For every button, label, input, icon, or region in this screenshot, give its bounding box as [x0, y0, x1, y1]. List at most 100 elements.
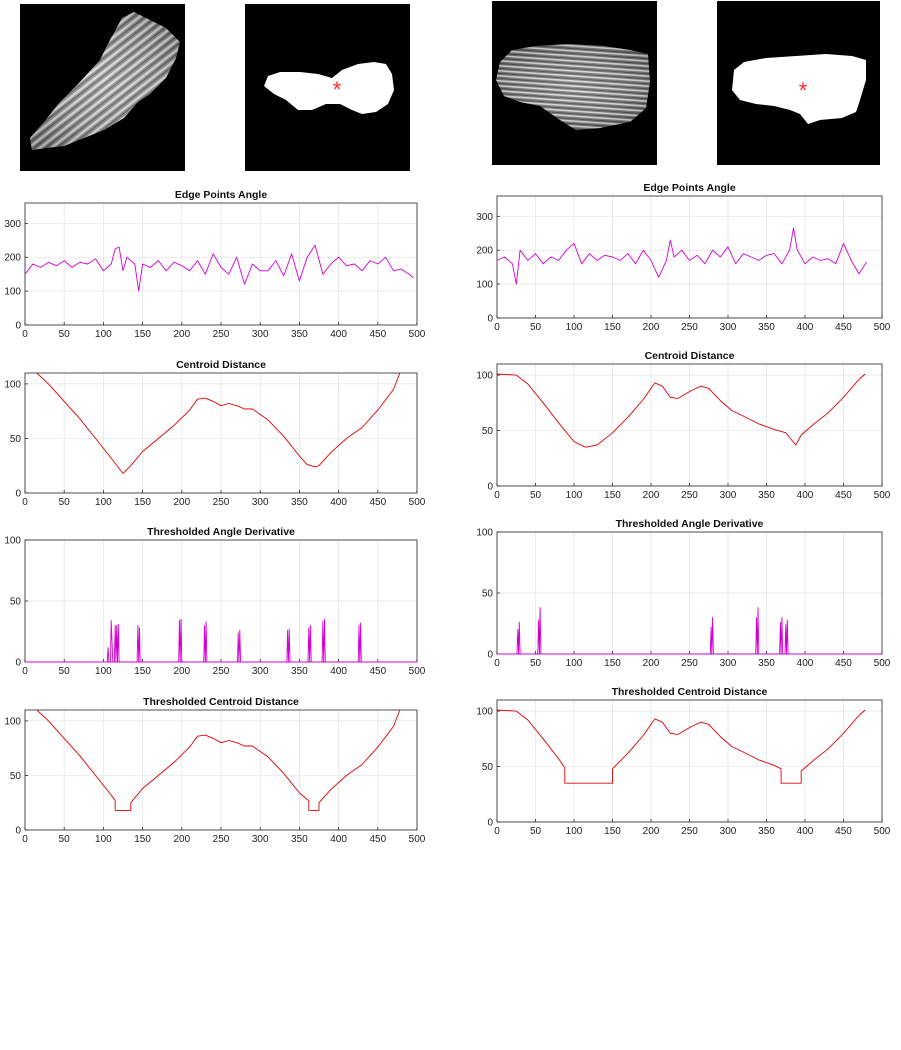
- x-tick-label: 500: [874, 826, 891, 837]
- x-tick-label: 100: [566, 490, 583, 501]
- x-tick-label: 0: [22, 497, 28, 508]
- x-tick-label: 450: [835, 658, 852, 669]
- chart-right-edge-points-angle: 0 50 100 150 200 250 300 350 400 450 500 0 100 200 300…: [476, 182, 890, 333]
- x-tick-label: 100: [95, 834, 112, 845]
- x-tick-label: 400: [797, 826, 814, 837]
- left-centroid-marker: *: [333, 77, 342, 102]
- x-tick-label: 300: [720, 826, 737, 837]
- x-tick-label: 350: [758, 490, 775, 501]
- chart-title: Edge Points Angle: [643, 182, 736, 194]
- x-tick-label: 400: [330, 666, 347, 677]
- x-tick-label: 300: [720, 490, 737, 501]
- chart-right-thresholded-angle-derivative: 0 50 100 150 200 250 300 350 400 450 500 0 50 100 Thre…: [476, 518, 890, 669]
- x-tick-label: 0: [22, 834, 28, 845]
- x-tick-label: 250: [213, 834, 230, 845]
- x-tick-label: 0: [494, 322, 500, 333]
- x-tick-label: 200: [643, 658, 660, 669]
- x-tick-label: 50: [530, 490, 542, 501]
- x-tick-label: 0: [494, 826, 500, 837]
- x-tick-label: 450: [369, 666, 386, 677]
- y-tick-label: 50: [10, 597, 22, 608]
- x-tick-label: 50: [59, 666, 71, 677]
- x-tick-label: 200: [643, 490, 660, 501]
- x-tick-label: 250: [681, 322, 698, 333]
- x-tick-label: 100: [566, 322, 583, 333]
- x-tick-label: 250: [681, 826, 698, 837]
- x-tick-label: 250: [681, 658, 698, 669]
- x-tick-label: 150: [604, 826, 621, 837]
- x-tick-label: 0: [494, 490, 500, 501]
- x-tick-label: 150: [604, 490, 621, 501]
- chart-left-thresholded-angle-derivative: 0 50 100 150 200 250 300 350 400 450 500 0 50 100 Thre…: [4, 526, 425, 677]
- y-tick-label: 0: [487, 818, 493, 829]
- series-line: [36, 372, 401, 474]
- chart-title: Thresholded Angle Derivative: [616, 518, 764, 530]
- x-tick-label: 300: [720, 658, 737, 669]
- x-tick-label: 50: [59, 329, 71, 340]
- y-tick-label: 0: [487, 482, 493, 493]
- x-tick-label: 100: [566, 826, 583, 837]
- x-tick-label: 150: [134, 329, 151, 340]
- x-tick-label: 350: [758, 322, 775, 333]
- y-tick-label: 50: [482, 426, 494, 437]
- right-binary-image: *: [717, 1, 880, 165]
- y-tick-label: 0: [487, 314, 493, 325]
- x-tick-label: 250: [213, 329, 230, 340]
- x-tick-label: 150: [604, 322, 621, 333]
- x-tick-label: 450: [835, 826, 852, 837]
- x-tick-label: 350: [758, 826, 775, 837]
- x-tick-label: 500: [409, 497, 426, 508]
- y-tick-label: 0: [487, 650, 493, 661]
- x-tick-label: 400: [330, 497, 347, 508]
- y-tick-label: 0: [15, 321, 21, 332]
- y-tick-label: 200: [476, 246, 493, 257]
- x-tick-label: 50: [530, 322, 542, 333]
- x-tick-label: 200: [173, 834, 190, 845]
- chart-left-centroid-distance: 0 50 100 150 200 250 300 350 400 450 500 0 50 100 Cent…: [4, 359, 425, 508]
- series-line: [497, 607, 882, 655]
- x-tick-label: 300: [252, 497, 269, 508]
- x-tick-label: 350: [291, 329, 308, 340]
- y-tick-label: 50: [482, 762, 494, 773]
- y-tick-label: 100: [476, 371, 493, 382]
- x-tick-label: 300: [252, 329, 269, 340]
- y-tick-label: 200: [4, 253, 21, 264]
- x-tick-label: 150: [604, 658, 621, 669]
- x-tick-label: 250: [213, 666, 230, 677]
- chart-left-thresholded-centroid-distance: 0 50 100 150 200 250 300 350 400 450 500 0 50 100 Thre…: [4, 696, 425, 845]
- x-tick-label: 200: [173, 666, 190, 677]
- x-tick-label: 450: [835, 490, 852, 501]
- series-line: [36, 709, 401, 811]
- left-grayscale-image: [20, 4, 185, 171]
- x-tick-label: 500: [409, 329, 426, 340]
- chart-title: Edge Points Angle: [175, 189, 268, 201]
- x-tick-label: 300: [252, 834, 269, 845]
- x-tick-label: 400: [797, 322, 814, 333]
- x-tick-label: 450: [369, 329, 386, 340]
- x-tick-label: 400: [797, 658, 814, 669]
- x-tick-label: 50: [59, 497, 71, 508]
- y-tick-label: 100: [4, 536, 21, 547]
- x-tick-label: 200: [173, 329, 190, 340]
- x-tick-label: 500: [874, 658, 891, 669]
- x-tick-label: 250: [213, 497, 230, 508]
- x-tick-label: 500: [874, 322, 891, 333]
- x-tick-label: 200: [643, 826, 660, 837]
- x-tick-label: 350: [291, 666, 308, 677]
- x-tick-label: 100: [95, 497, 112, 508]
- x-tick-label: 100: [95, 666, 112, 677]
- x-tick-label: 400: [797, 490, 814, 501]
- x-tick-label: 0: [22, 329, 28, 340]
- series-line: [24, 244, 414, 292]
- chart-title: Centroid Distance: [176, 359, 266, 371]
- right-grayscale-image: [492, 1, 657, 165]
- x-tick-label: 150: [134, 666, 151, 677]
- x-tick-label: 350: [291, 834, 308, 845]
- chart-title: Thresholded Centroid Distance: [612, 686, 768, 698]
- x-tick-label: 200: [643, 322, 660, 333]
- y-tick-label: 100: [476, 280, 493, 291]
- y-tick-label: 50: [10, 434, 22, 445]
- x-tick-label: 500: [409, 666, 426, 677]
- x-tick-label: 500: [874, 490, 891, 501]
